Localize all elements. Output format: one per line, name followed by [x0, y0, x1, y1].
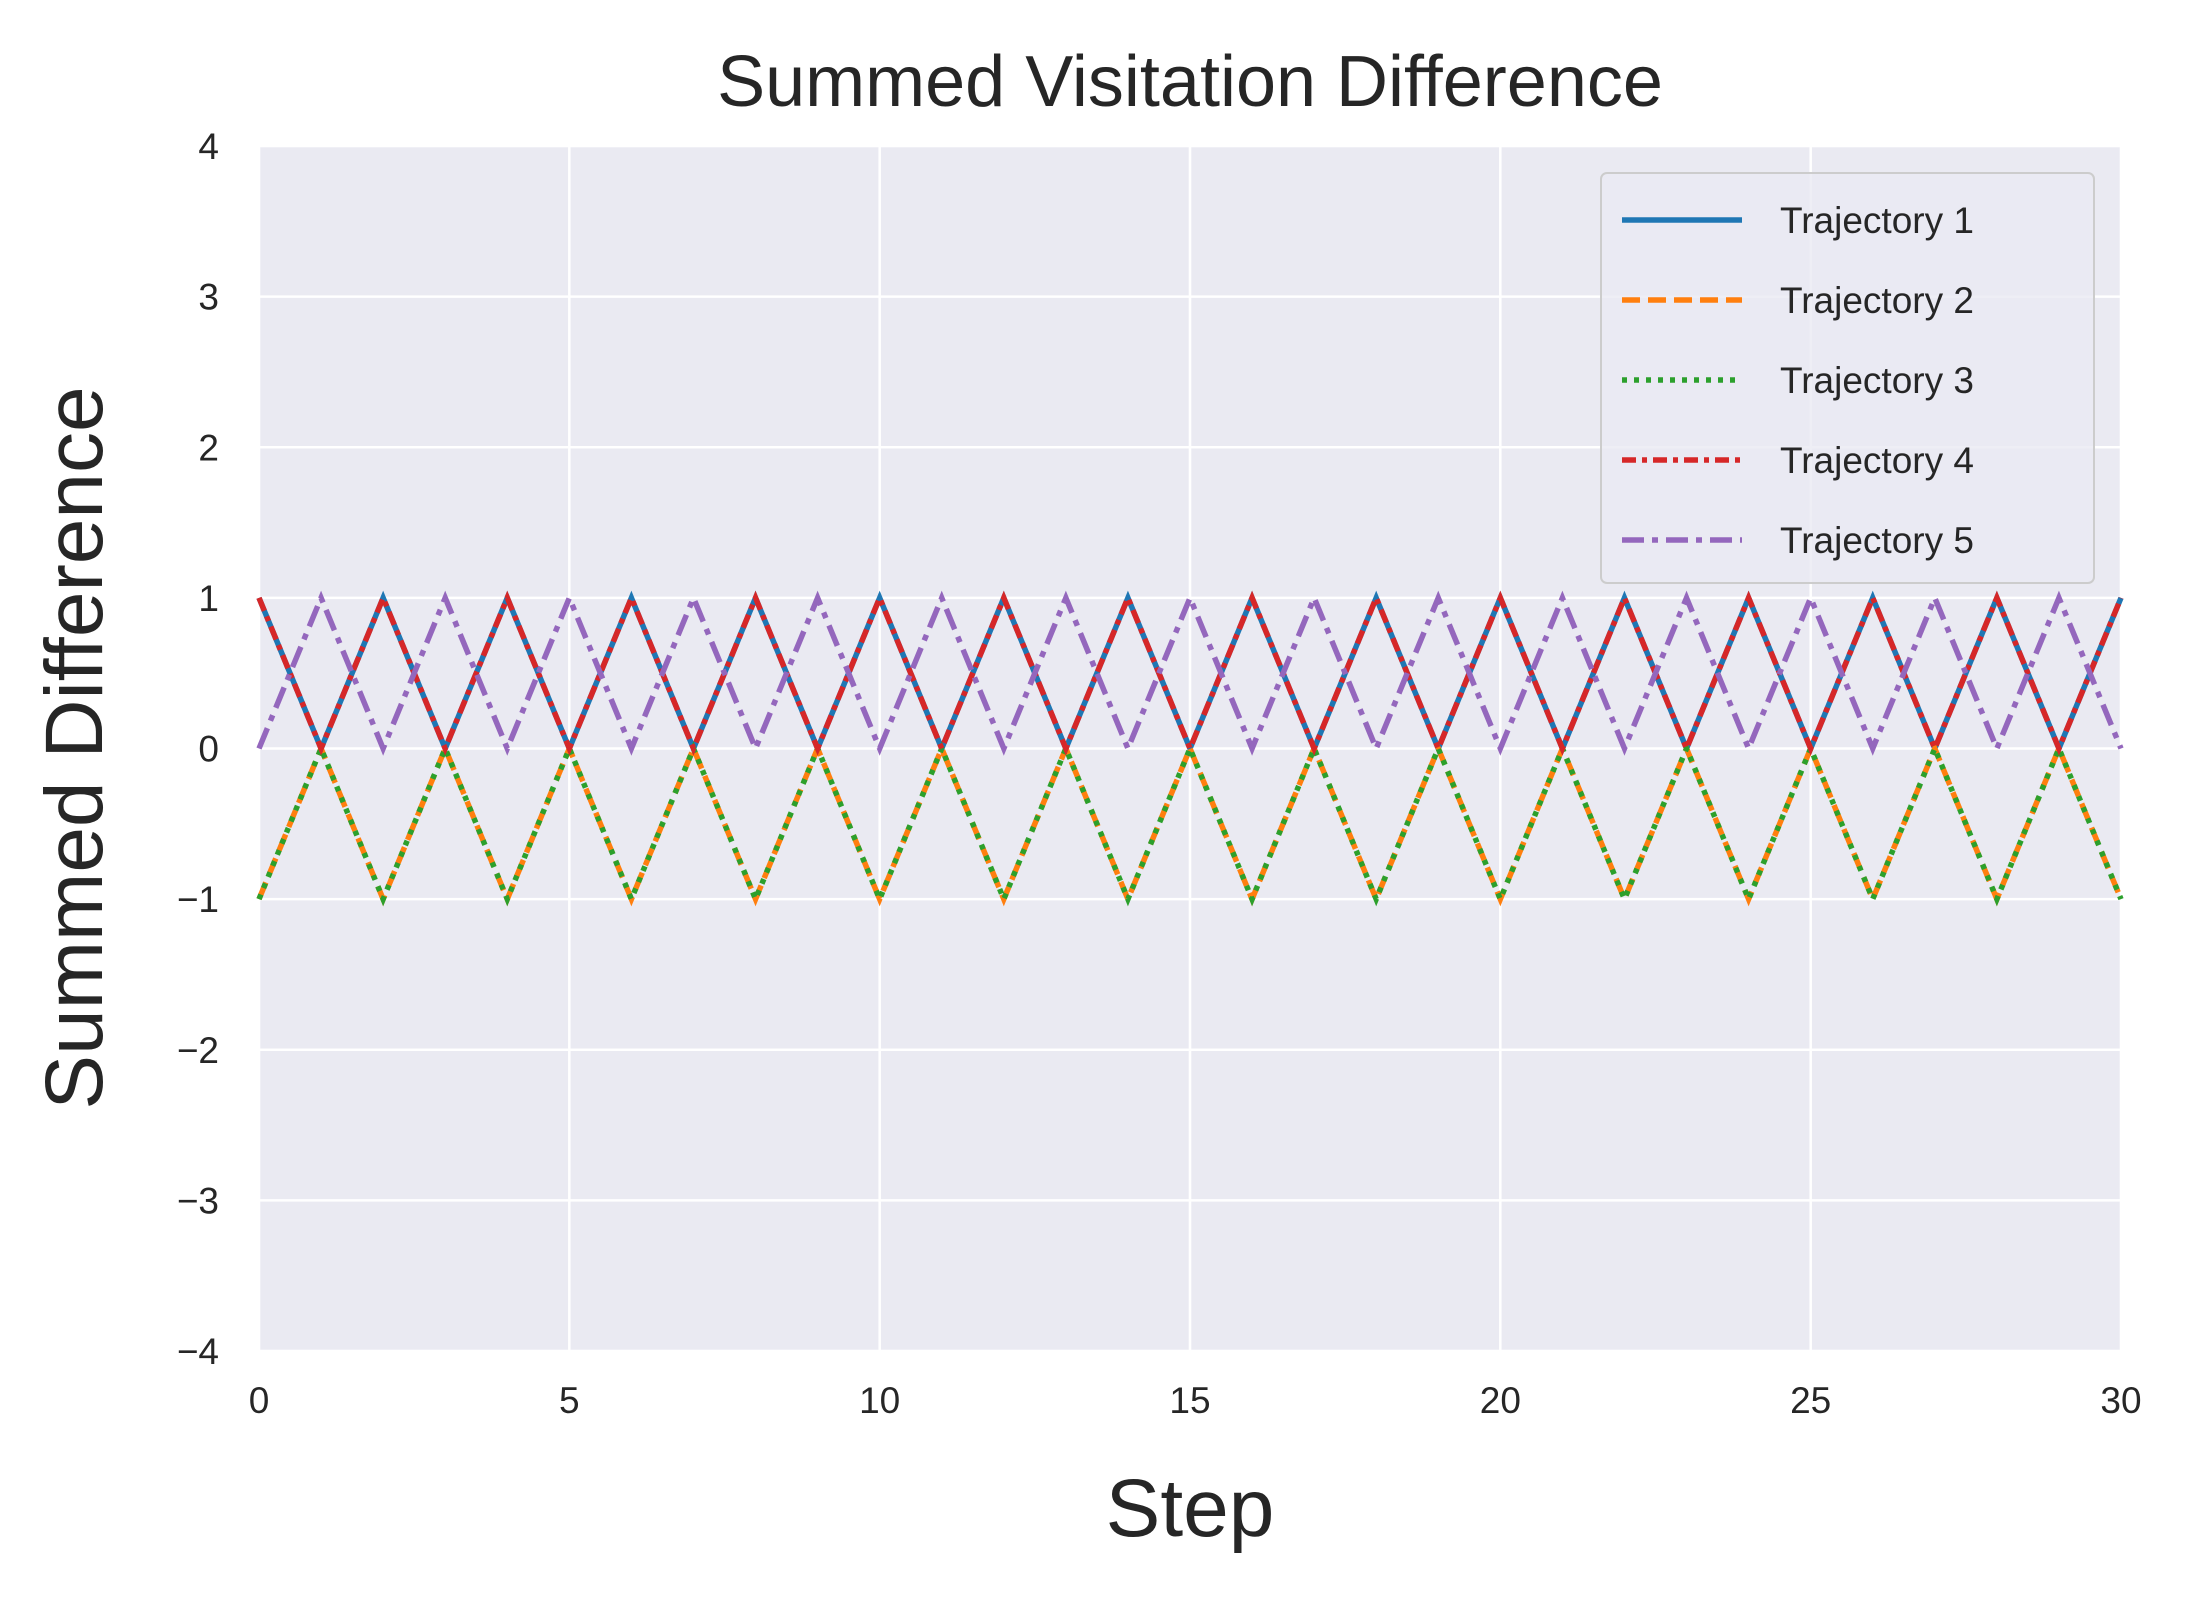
- x-tick-label: 5: [559, 1380, 580, 1421]
- y-tick-label: 2: [198, 427, 219, 468]
- y-tick-label: 1: [198, 578, 219, 619]
- chart-title: Summed Visitation Difference: [717, 42, 1663, 122]
- legend-box: [1600, 172, 2095, 584]
- y-tick-label: −2: [177, 1030, 219, 1071]
- y-axis-label: Summed Difference: [29, 386, 120, 1109]
- y-tick-label: −3: [177, 1180, 219, 1221]
- series-layer: [256, 590, 2124, 907]
- series-line-4: [256, 590, 2124, 756]
- legend-label-1: Trajectory 1: [1780, 200, 1974, 241]
- x-tick-label: 20: [1480, 1380, 1521, 1421]
- x-tick-labels: 0 5 10 15 20 25 30: [249, 1380, 2142, 1421]
- x-axis-label: Step: [1106, 1463, 1275, 1554]
- y-tick-label: 0: [198, 729, 219, 770]
- x-tick-label: 25: [1790, 1380, 1831, 1421]
- legend-label-2: Trajectory 2: [1780, 280, 1974, 321]
- x-tick-label: 15: [1169, 1380, 1210, 1421]
- x-tick-label: 0: [249, 1380, 270, 1421]
- y-tick-label: 3: [198, 277, 219, 318]
- y-tick-label: −1: [177, 879, 219, 920]
- legend-label-4: Trajectory 4: [1780, 440, 1974, 481]
- legend: Trajectory 1 Trajectory 2 Trajectory 3 Traj…: [1600, 172, 2095, 584]
- legend-label-3: Trajectory 3: [1780, 360, 1974, 401]
- x-tick-label: 30: [2100, 1380, 2141, 1421]
- y-tick-label: 4: [198, 126, 219, 167]
- legend-label-5: Trajectory 5: [1780, 520, 1974, 561]
- x-tick-label: 10: [859, 1380, 900, 1421]
- y-tick-labels: 4 3 2 1 0 −1 −2 −3 −4: [177, 126, 219, 1372]
- y-tick-label: −4: [177, 1331, 219, 1372]
